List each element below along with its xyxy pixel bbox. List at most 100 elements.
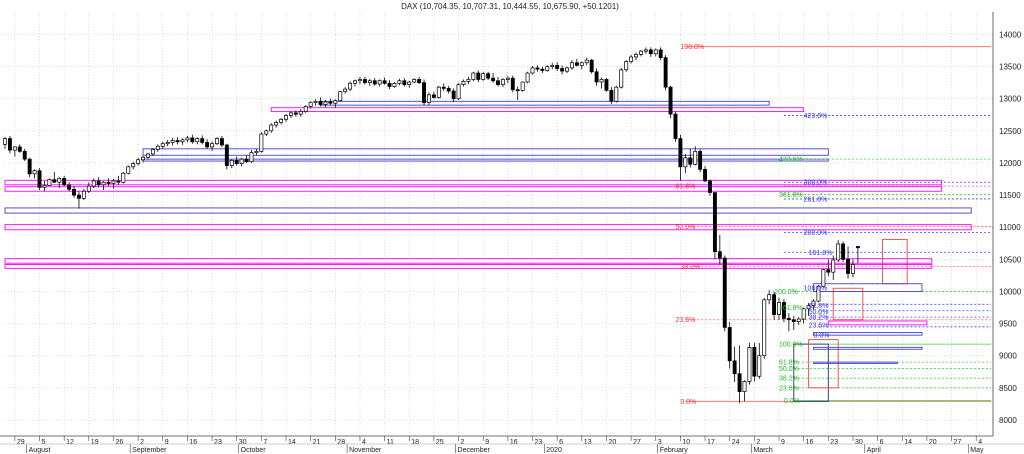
x-tick-label: 21 [313, 439, 321, 446]
candle-body-up [338, 91, 343, 102]
candle-body-up [3, 138, 7, 145]
candle [427, 92, 431, 106]
candle-body-down [826, 269, 831, 273]
candle-body-up [392, 82, 397, 87]
candle [417, 76, 422, 84]
x-tick-label: 14 [904, 439, 912, 446]
candle [446, 85, 451, 94]
candle-body-down [589, 59, 594, 73]
candle [338, 91, 343, 102]
candle-body-down [855, 246, 860, 249]
candle [215, 137, 219, 145]
candle [224, 143, 229, 170]
candle-body-up [806, 305, 811, 310]
x-month-label: 2020 [546, 447, 562, 454]
candle-body-down [722, 257, 727, 328]
candle [648, 47, 653, 57]
candle [175, 137, 180, 145]
fib-label: 0.0% [814, 333, 830, 340]
candle-body-down [431, 94, 436, 98]
candle [362, 76, 367, 85]
candle [806, 303, 811, 316]
candle-body-up [831, 259, 836, 273]
candles-layer [3, 47, 860, 404]
fib-label: 23.6% [779, 385, 799, 392]
candle-body-down [772, 294, 777, 315]
candle-body-down [510, 77, 515, 91]
candle-body-up [579, 62, 584, 66]
candle [200, 135, 205, 145]
candle-body-up [757, 355, 762, 377]
candle-body-up [427, 94, 431, 103]
candle-body-up [131, 163, 136, 168]
candle-body-up [12, 146, 17, 151]
candle-body-up [126, 166, 131, 174]
candle [244, 155, 249, 163]
candle [372, 78, 377, 86]
candle-body-up [323, 101, 328, 105]
candle [826, 259, 831, 277]
candle [279, 118, 284, 125]
candle-body-up [259, 133, 264, 152]
candle-body-down [22, 151, 27, 160]
candle-body-down [224, 144, 229, 166]
candle [67, 182, 72, 192]
candle-body-up [767, 294, 772, 301]
candle [634, 52, 638, 61]
candle-body-up [160, 143, 165, 147]
candle-body-up [545, 66, 550, 71]
candle [195, 137, 200, 145]
candle [52, 171, 57, 183]
candle [254, 148, 259, 156]
fib-label: 61.8% [809, 303, 829, 310]
candle-body-up [643, 49, 648, 52]
candle [190, 134, 195, 144]
candle-body-up [471, 72, 476, 80]
candle [229, 159, 234, 169]
candle-body-down [190, 137, 195, 143]
candle-body-up [210, 143, 215, 148]
candle [382, 77, 387, 85]
fib-label: 423.6% [804, 113, 828, 120]
candle [772, 291, 777, 320]
candle [708, 179, 712, 196]
x-tick-label: 18 [411, 439, 419, 446]
candle-body-up [279, 118, 284, 123]
fib-label: 38.2% [680, 264, 700, 271]
candle-body-down [96, 180, 101, 186]
x-tick-label: 13 [584, 439, 592, 446]
x-tick-label: 26 [115, 439, 123, 446]
candle-body-up [303, 106, 308, 112]
candle-body-up [624, 61, 629, 71]
candle-body-up [550, 64, 555, 67]
candle-body-down [175, 140, 180, 143]
x-tick-label: 16 [806, 439, 814, 446]
x-month-label: November [349, 447, 382, 454]
candle [358, 76, 362, 84]
candle-body-up [229, 160, 234, 166]
candle-body-up [639, 50, 643, 55]
candle [185, 135, 190, 143]
fib-label: 38.2% [779, 376, 799, 383]
range-box [813, 332, 923, 336]
candle-body-down [219, 138, 224, 146]
candle [663, 55, 668, 91]
candle-body-down [67, 184, 72, 190]
candle [565, 66, 569, 74]
candle [239, 157, 244, 167]
candle-body-down [678, 138, 683, 168]
candle-body-down [234, 160, 239, 164]
candle-body-up [412, 79, 417, 83]
candle-body-up [348, 82, 353, 90]
candle [333, 99, 338, 108]
candle-body-down [737, 373, 742, 393]
candle [27, 157, 32, 178]
x-tick-label: 30 [239, 439, 247, 446]
candle [476, 70, 481, 83]
candle-body-up [308, 102, 313, 107]
candle-body-up [121, 172, 126, 183]
candle-body-down [318, 100, 323, 105]
candle-body-up [42, 185, 47, 188]
candle [500, 78, 505, 88]
candle-body-up [185, 137, 190, 141]
